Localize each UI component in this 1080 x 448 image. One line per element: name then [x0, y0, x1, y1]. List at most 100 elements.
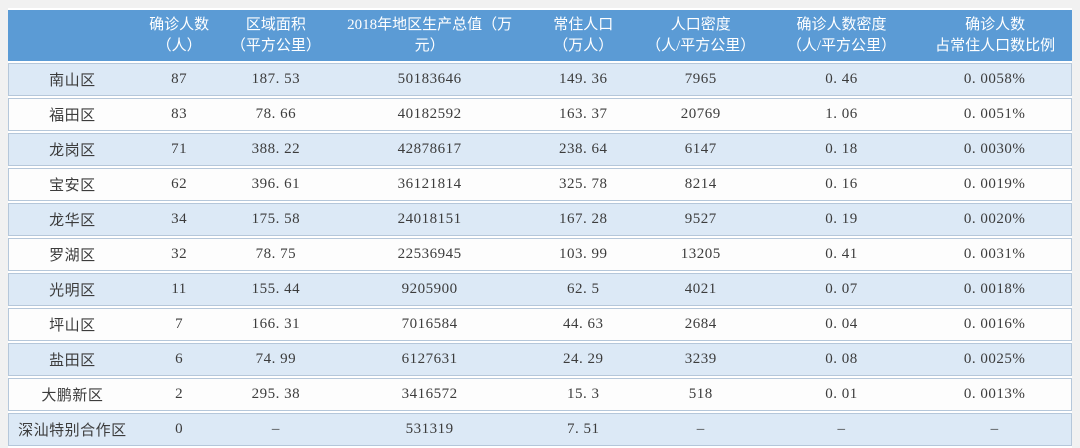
population-density-cell: 7965: [636, 63, 765, 96]
area-cell: 295. 38: [222, 378, 330, 411]
confirmed-cases-cell: 34: [135, 203, 223, 236]
population-cell: 7. 51: [529, 413, 637, 446]
population-density-cell: 8214: [636, 168, 765, 201]
header-row: 确诊人数 （人） 区域面积 （平方公里） 2018年地区生产总值（万 元） 常住…: [8, 10, 1072, 61]
gdp-cell: 22536945: [329, 238, 530, 271]
table-row: 盐田区 6 74. 99 6127631 24. 29 3239 0. 08 0…: [8, 343, 1072, 376]
case-ratio-cell: 0. 0025%: [918, 343, 1072, 376]
area-cell: 175. 58: [222, 203, 330, 236]
district-name-cell: 光明区: [8, 273, 136, 306]
header-line1: 常住人口: [553, 16, 614, 33]
area-cell: 396. 61: [222, 168, 330, 201]
population-density-cell: 2684: [636, 308, 765, 341]
header-line2: 元）: [414, 37, 445, 54]
area-cell: –: [222, 413, 330, 446]
confirmed-cases-cell: 71: [135, 133, 223, 166]
header-line1: 确诊人数: [149, 16, 210, 33]
confirmed-cases-cell: 11: [135, 273, 223, 306]
gdp-cell: 40182592: [329, 98, 530, 131]
population-cell: 238. 64: [529, 133, 637, 166]
population-cell: 167. 28: [529, 203, 637, 236]
case-ratio-cell: 0. 0031%: [918, 238, 1072, 271]
gdp-cell: 7016584: [329, 308, 530, 341]
case-ratio-cell: 0. 0030%: [918, 133, 1072, 166]
case-ratio-cell: 0. 0019%: [918, 168, 1072, 201]
table-row: 光明区 11 155. 44 9205900 62. 5 4021 0. 07 …: [8, 273, 1072, 306]
table-row: 坪山区 7 166. 31 7016584 44. 63 2684 0. 04 …: [8, 308, 1072, 341]
case-density-cell: 0. 08: [764, 343, 919, 376]
gdp-cell: 3416572: [329, 378, 530, 411]
column-header-gdp-2018: 2018年地区生产总值（万 元）: [329, 10, 530, 61]
population-density-cell: 20769: [636, 98, 765, 131]
confirmed-cases-cell: 32: [135, 238, 223, 271]
population-cell: 15. 3: [529, 378, 637, 411]
confirmed-cases-cell: 62: [135, 168, 223, 201]
case-density-cell: 0. 41: [764, 238, 919, 271]
area-cell: 187. 53: [222, 63, 330, 96]
population-cell: 149. 36: [529, 63, 637, 96]
population-density-cell: 9527: [636, 203, 765, 236]
table-row: 福田区 83 78. 66 40182592 163. 37 20769 1. …: [8, 98, 1072, 131]
case-density-cell: 0. 19: [764, 203, 919, 236]
table-row: 龙华区 34 175. 58 24018151 167. 28 9527 0. …: [8, 203, 1072, 236]
population-cell: 325. 78: [529, 168, 637, 201]
district-name-cell: 南山区: [8, 63, 136, 96]
area-cell: 78. 75: [222, 238, 330, 271]
column-header-resident-population: 常住人口 （万人）: [529, 10, 637, 61]
confirmed-cases-cell: 7: [135, 308, 223, 341]
table-row: 南山区 87 187. 53 50183646 149. 36 7965 0. …: [8, 63, 1072, 96]
confirmed-cases-cell: 83: [135, 98, 223, 131]
area-cell: 74. 99: [222, 343, 330, 376]
table-row: 深汕特别合作区 0 – 531319 7. 51 – – –: [8, 413, 1072, 446]
confirmed-cases-cell: 87: [135, 63, 223, 96]
case-ratio-cell: 0. 0013%: [918, 378, 1072, 411]
confirmed-cases-cell: 6: [135, 343, 223, 376]
table-row: 龙岗区 71 388. 22 42878617 238. 64 6147 0. …: [8, 133, 1072, 166]
confirmed-cases-cell: 2: [135, 378, 223, 411]
column-header-area: 区域面积 （平方公里）: [222, 10, 330, 61]
gdp-cell: 9205900: [329, 273, 530, 306]
table-row: 宝安区 62 396. 61 36121814 325. 78 8214 0. …: [8, 168, 1072, 201]
case-ratio-cell: 0. 0016%: [918, 308, 1072, 341]
gdp-cell: 50183646: [329, 63, 530, 96]
case-density-cell: 0. 16: [764, 168, 919, 201]
case-ratio-cell: –: [918, 413, 1072, 446]
case-density-cell: –: [764, 413, 919, 446]
header-line1: 2018年地区生产总值（万: [347, 16, 513, 33]
population-cell: 62. 5: [529, 273, 637, 306]
population-cell: 163. 37: [529, 98, 637, 131]
population-cell: 24. 29: [529, 343, 637, 376]
column-header-case-density: 确诊人数密度 （人/平方公里）: [764, 10, 919, 61]
area-cell: 388. 22: [222, 133, 330, 166]
column-header-population-density: 人口密度 （人/平方公里）: [636, 10, 765, 61]
column-header-case-ratio: 确诊人数 占常住人口数比例: [918, 10, 1072, 61]
case-density-cell: 0. 18: [764, 133, 919, 166]
case-density-cell: 0. 01: [764, 378, 919, 411]
gdp-cell: 42878617: [329, 133, 530, 166]
header-line1: 确诊人数: [965, 16, 1026, 33]
population-density-cell: 6147: [636, 133, 765, 166]
population-density-cell: 13205: [636, 238, 765, 271]
case-density-cell: 0. 04: [764, 308, 919, 341]
table-body: 南山区 87 187. 53 50183646 149. 36 7965 0. …: [8, 63, 1072, 446]
header-line2: （万人）: [553, 37, 614, 54]
gdp-cell: 36121814: [329, 168, 530, 201]
district-name-cell: 福田区: [8, 98, 136, 131]
district-name-cell: 坪山区: [8, 308, 136, 341]
confirmed-cases-cell: 0: [135, 413, 223, 446]
header-line2: （平方公里）: [230, 37, 321, 54]
gdp-cell: 6127631: [329, 343, 530, 376]
case-ratio-cell: 0. 0018%: [918, 273, 1072, 306]
population-cell: 44. 63: [529, 308, 637, 341]
district-name-cell: 深汕特别合作区: [8, 413, 136, 446]
district-name-cell: 盐田区: [8, 343, 136, 376]
data-table: 确诊人数 （人） 区域面积 （平方公里） 2018年地区生产总值（万 元） 常住…: [8, 8, 1072, 448]
table-header: 确诊人数 （人） 区域面积 （平方公里） 2018年地区生产总值（万 元） 常住…: [8, 10, 1072, 61]
table-row: 大鹏新区 2 295. 38 3416572 15. 3 518 0. 01 0…: [8, 378, 1072, 411]
case-density-cell: 1. 06: [764, 98, 919, 131]
table-row: 罗湖区 32 78. 75 22536945 103. 99 13205 0. …: [8, 238, 1072, 271]
header-line1: 区域面积: [245, 16, 306, 33]
gdp-cell: 531319: [329, 413, 530, 446]
area-cell: 78. 66: [222, 98, 330, 131]
area-cell: 166. 31: [222, 308, 330, 341]
